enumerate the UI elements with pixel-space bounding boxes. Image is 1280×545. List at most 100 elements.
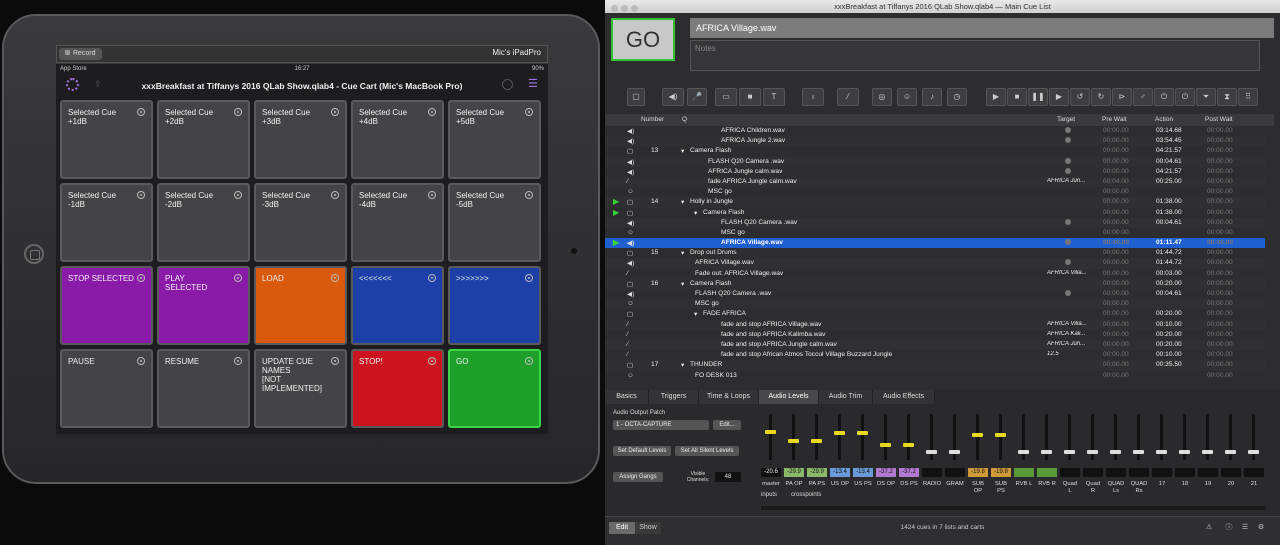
cart-button[interactable]: Selected Cue -2dB <box>157 183 250 262</box>
cue-row[interactable]: ▢ 16 ▾ Camera Flash 00:00.00 00:20.00 00:00.00 <box>605 278 1265 289</box>
level-slider[interactable] <box>949 414 960 460</box>
level-value[interactable] <box>922 468 942 477</box>
cue-row[interactable]: ⁄ fade AFRICA Jungle calm.wav AFRICA Jun..… <box>605 176 1265 188</box>
fade-icon[interactable]: ⁄ <box>837 88 859 106</box>
set-all-silent-button[interactable]: Set All Silent Levels <box>675 446 739 456</box>
midi-icon[interactable]: ☺ <box>897 88 917 106</box>
cart-button[interactable]: Selected Cue +5dB <box>448 100 541 179</box>
arm-icon[interactable]: ♂ <box>1133 88 1153 106</box>
level-slider[interactable] <box>834 414 845 460</box>
tab-time-loops[interactable]: Time & Loops <box>699 390 759 404</box>
audio-output-patch-select[interactable]: 1 - OCTA-CAPTURE <box>613 420 709 430</box>
level-value[interactable] <box>1175 468 1195 477</box>
level-slider[interactable] <box>1156 414 1167 460</box>
cart-button[interactable]: Selected Cue -3dB <box>254 183 347 262</box>
level-value[interactable]: -19.8 <box>991 468 1011 477</box>
cue-row[interactable]: ◀) AFRICA Jungle 2.wav 00:00.00 03:54.45 00:… <box>605 136 1265 147</box>
start-icon[interactable]: ▶ <box>986 88 1006 106</box>
level-slider[interactable] <box>903 414 914 460</box>
level-slider[interactable] <box>857 414 868 460</box>
cue-row[interactable]: ◀) AFRICA Jungle calm.wav 00:00.00 04:21.57… <box>605 167 1265 177</box>
cart-button[interactable]: RESUME <box>157 349 250 428</box>
group-icon[interactable]: ▢ <box>627 88 645 106</box>
slider-knob[interactable] <box>857 431 868 435</box>
goto-icon[interactable]: ↻ <box>1091 88 1111 106</box>
level-value[interactable]: -37.2 <box>899 468 919 477</box>
cart-button[interactable]: Selected Cue -1dB <box>60 183 153 262</box>
level-slider[interactable] <box>1248 414 1259 460</box>
music-icon[interactable]: ♪ <box>922 88 942 106</box>
load-icon[interactable]: ▶ <box>1049 88 1069 106</box>
col-q[interactable]: Q <box>682 116 688 123</box>
slider-knob[interactable] <box>1248 450 1259 454</box>
level-value[interactable]: -29.9 <box>807 468 827 477</box>
script-icon[interactable]: ⠿ <box>1238 88 1258 106</box>
stop-icon[interactable]: ■ <box>1007 88 1027 106</box>
cue-row[interactable]: ☺ MSC go 00:00.00 00:00.00 <box>605 299 1265 310</box>
slider-knob[interactable] <box>880 443 891 447</box>
level-slider[interactable] <box>1202 414 1213 460</box>
mic-icon[interactable]: 🎤 <box>687 88 707 106</box>
cue-row[interactable]: ▶ ▢ ▾ Camera Flash 00:00.00 01:38.00 00:00.00 <box>605 208 1265 218</box>
cart-button[interactable]: Selected Cue -4dB <box>351 183 444 262</box>
target-icon[interactable]: ⊳ <box>1112 88 1132 106</box>
share-icon[interactable]: ⇪ <box>94 79 102 89</box>
slider-knob[interactable] <box>949 450 960 454</box>
level-slider[interactable] <box>1133 414 1144 460</box>
slider-knob[interactable] <box>1179 450 1190 454</box>
warning-icon[interactable]: ⚠ <box>1205 524 1213 531</box>
col-pre-wait[interactable]: Pre Wait <box>1102 116 1127 123</box>
pause-icon[interactable]: ❚❚ <box>1028 88 1048 106</box>
slider-knob[interactable] <box>903 443 914 447</box>
cue-row[interactable]: ☺ FO DESK 013 00:00.00 00:00.00 <box>605 371 1265 381</box>
crosspoint-slider[interactable] <box>761 506 1266 510</box>
level-value[interactable] <box>1037 468 1057 477</box>
network-icon[interactable]: ◎ <box>872 88 892 106</box>
level-value[interactable] <box>1221 468 1241 477</box>
slider-knob[interactable] <box>1018 450 1029 454</box>
visible-channels-field[interactable]: 48 <box>715 472 741 482</box>
window-controls[interactable] <box>611 3 641 16</box>
level-value[interactable]: -20.6 <box>761 468 781 477</box>
cue-name-field[interactable]: AFRICA Village.wav <box>690 18 1274 38</box>
level-slider[interactable] <box>1225 414 1236 460</box>
list-menu-icon[interactable]: ☰ <box>528 78 538 90</box>
cue-row[interactable]: ◀) AFRICA Children.wav 00:00.00 03:14.68 00:… <box>605 126 1265 136</box>
level-value[interactable] <box>1244 468 1264 477</box>
cart-button[interactable]: GO <box>448 349 541 428</box>
cart-button[interactable]: Selected Cue +4dB <box>351 100 444 179</box>
gear-icon[interactable] <box>66 78 79 91</box>
cart-button[interactable]: >>>>>>> <box>448 266 541 345</box>
cue-row[interactable]: ▶ ▢ 14 ▾ Holly in Jungle 00:00.00 01:38.00 00:0… <box>605 197 1265 208</box>
slider-knob[interactable] <box>1041 450 1052 454</box>
cue-row[interactable]: ⁄ fade and stop African Atmos Toccul Vill… <box>605 350 1265 360</box>
level-slider[interactable] <box>765 414 776 460</box>
edit-mode-button[interactable]: Edit <box>609 522 635 534</box>
slider-knob[interactable] <box>926 450 937 454</box>
level-slider[interactable] <box>995 414 1006 460</box>
cart-button[interactable]: Selected Cue +3dB <box>254 100 347 179</box>
level-value[interactable] <box>1198 468 1218 477</box>
level-slider[interactable] <box>972 414 983 460</box>
level-slider[interactable] <box>1087 414 1098 460</box>
audio-icon[interactable]: ◀) <box>662 88 684 106</box>
cart-button[interactable]: Selected Cue -5dB <box>448 183 541 262</box>
cart-button[interactable]: <<<<<<< <box>351 266 444 345</box>
cue-row[interactable]: ◀) AFRICA Village.wav 00:00.00 01:44.72 00:0… <box>605 258 1265 269</box>
slider-knob[interactable] <box>765 430 776 434</box>
col-target[interactable]: Target <box>1057 116 1076 123</box>
slider-knob[interactable] <box>995 433 1006 437</box>
level-slider[interactable] <box>811 414 822 460</box>
record-button[interactable]: Record <box>59 48 102 60</box>
level-value[interactable] <box>1083 468 1103 477</box>
cart-button[interactable]: Selected Cue +2dB <box>157 100 250 179</box>
slider-knob[interactable] <box>788 439 799 443</box>
set-default-levels-button[interactable]: Set Default Levels <box>613 446 671 456</box>
tab-audio-effects[interactable]: Audio Effects <box>873 390 935 404</box>
level-slider[interactable] <box>1064 414 1075 460</box>
cart-button[interactable]: UPDATE CUE NAMES [NOT IMPLEMENTED] <box>254 349 347 428</box>
light-icon[interactable]: ♁ <box>802 88 824 106</box>
assign-gangs-button[interactable]: Assign Gangs <box>613 472 663 482</box>
disarm-icon[interactable]: ⏻ <box>1175 88 1195 106</box>
level-value[interactable] <box>1152 468 1172 477</box>
